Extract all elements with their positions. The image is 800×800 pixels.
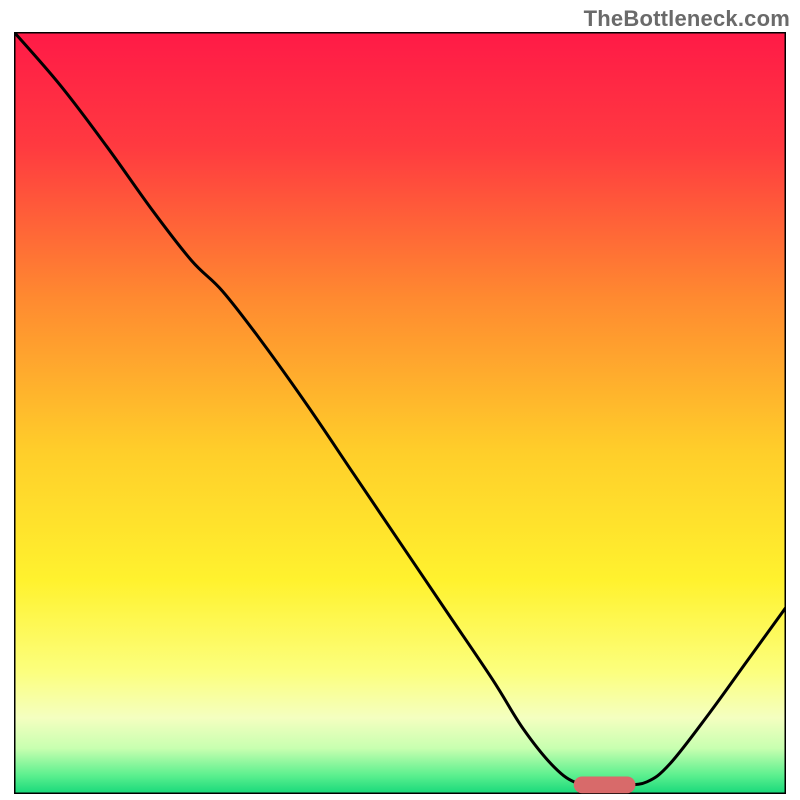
bottleneck-chart — [14, 32, 786, 794]
chart-svg — [14, 32, 786, 794]
chart-background — [14, 32, 786, 794]
watermark-text: TheBottleneck.com — [584, 6, 790, 32]
optimal-marker — [574, 776, 636, 793]
chart-container: TheBottleneck.com — [0, 0, 800, 800]
